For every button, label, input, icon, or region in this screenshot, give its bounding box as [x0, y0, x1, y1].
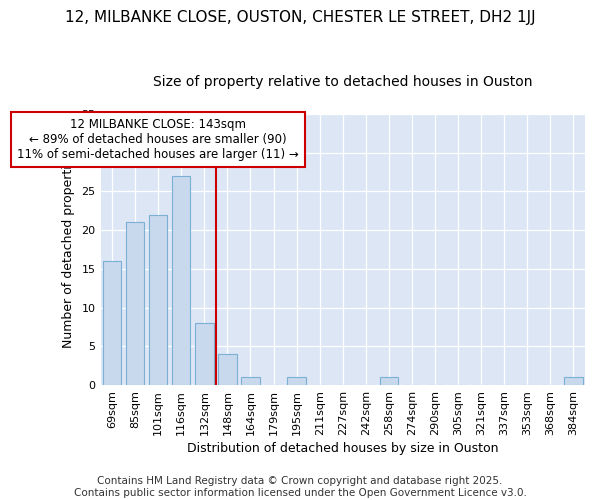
Bar — [287, 378, 306, 385]
Bar — [126, 222, 145, 385]
Bar — [149, 214, 167, 385]
X-axis label: Distribution of detached houses by size in Ouston: Distribution of detached houses by size … — [187, 442, 499, 455]
Bar — [172, 176, 190, 385]
Bar — [380, 378, 398, 385]
Bar — [103, 261, 121, 385]
Bar — [564, 378, 583, 385]
Bar — [241, 378, 260, 385]
Bar — [218, 354, 236, 385]
Bar — [195, 323, 214, 385]
Title: Size of property relative to detached houses in Ouston: Size of property relative to detached ho… — [153, 75, 533, 89]
Text: 12, MILBANKE CLOSE, OUSTON, CHESTER LE STREET, DH2 1JJ: 12, MILBANKE CLOSE, OUSTON, CHESTER LE S… — [65, 10, 535, 25]
Text: Contains HM Land Registry data © Crown copyright and database right 2025.
Contai: Contains HM Land Registry data © Crown c… — [74, 476, 526, 498]
Y-axis label: Number of detached properties: Number of detached properties — [62, 151, 74, 348]
Text: 12 MILBANKE CLOSE: 143sqm
← 89% of detached houses are smaller (90)
11% of semi-: 12 MILBANKE CLOSE: 143sqm ← 89% of detac… — [17, 118, 299, 160]
